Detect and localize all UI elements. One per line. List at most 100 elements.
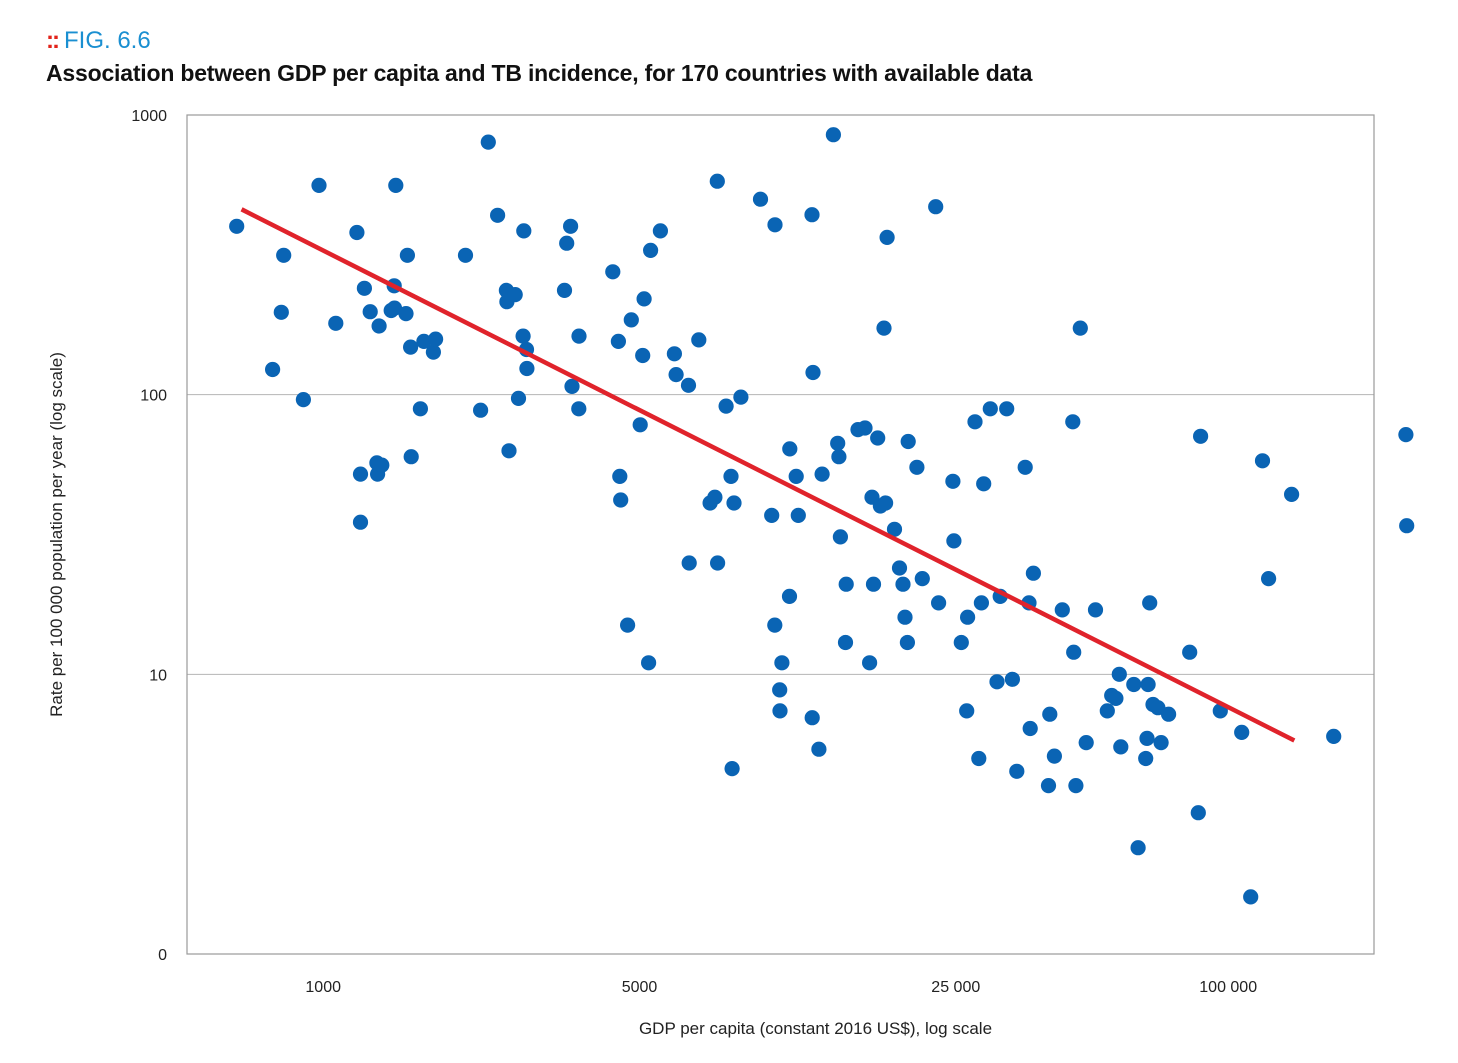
data-point xyxy=(1326,728,1342,745)
data-point xyxy=(805,364,821,381)
data-point xyxy=(328,315,344,331)
data-point xyxy=(362,304,378,320)
y-tick-label: 0 xyxy=(158,947,167,964)
data-point xyxy=(1022,720,1038,737)
data-point xyxy=(519,360,535,377)
data-point xyxy=(891,560,908,576)
data-points xyxy=(229,127,1415,905)
data-point xyxy=(1042,706,1058,722)
y-tick-label: 1000 xyxy=(131,108,167,125)
data-point xyxy=(516,223,532,239)
data-point xyxy=(1234,724,1250,741)
figure-label: :: FIG. 6.6 xyxy=(46,27,151,55)
data-point xyxy=(959,703,975,719)
data-point xyxy=(879,229,895,245)
chart-title: Association between GDP per capita and T… xyxy=(46,60,1033,86)
data-point xyxy=(403,449,419,465)
data-point xyxy=(1138,750,1154,767)
data-point xyxy=(1190,805,1206,821)
data-point xyxy=(610,333,627,349)
data-point xyxy=(276,247,292,263)
data-point xyxy=(356,280,372,296)
data-point xyxy=(1113,739,1129,755)
data-point xyxy=(1004,671,1021,687)
data-point xyxy=(1140,676,1156,693)
y-axis-label: Rate per 100 000 population per year (lo… xyxy=(47,352,66,717)
data-point xyxy=(1078,735,1094,751)
data-point xyxy=(1054,602,1070,618)
data-point xyxy=(680,377,697,393)
data-point xyxy=(733,389,749,405)
data-point xyxy=(352,514,369,530)
gridlines xyxy=(187,394,1374,675)
data-point xyxy=(971,750,987,767)
data-point xyxy=(960,609,976,625)
data-point xyxy=(967,414,983,430)
data-point xyxy=(857,420,873,436)
data-point xyxy=(1087,602,1104,618)
data-point xyxy=(666,346,683,362)
data-point xyxy=(767,617,783,633)
data-point xyxy=(1139,730,1155,747)
data-point xyxy=(900,433,916,450)
data-point xyxy=(830,435,846,451)
data-point xyxy=(1126,676,1142,693)
data-point xyxy=(636,291,652,307)
data-point xyxy=(1161,706,1177,722)
data-point xyxy=(501,443,517,459)
y-tick-label: 100 xyxy=(140,388,167,405)
data-point xyxy=(946,533,962,549)
data-point xyxy=(416,333,432,349)
data-point xyxy=(1284,486,1300,502)
data-point xyxy=(507,287,523,303)
data-point xyxy=(428,331,444,347)
data-point xyxy=(388,177,404,193)
data-point xyxy=(976,476,992,492)
data-point xyxy=(895,576,911,592)
data-point xyxy=(613,492,629,508)
data-point xyxy=(710,555,726,571)
data-point xyxy=(782,441,798,457)
data-point xyxy=(790,507,806,523)
data-point xyxy=(772,703,788,719)
data-point xyxy=(623,312,639,328)
data-point xyxy=(1017,459,1033,475)
data-point xyxy=(556,282,573,298)
data-point xyxy=(1182,644,1198,660)
x-tick-label: 1000 xyxy=(305,979,341,996)
data-point xyxy=(571,328,587,344)
data-point xyxy=(612,468,628,484)
data-point xyxy=(398,306,414,322)
data-point xyxy=(605,264,621,280)
data-point xyxy=(870,430,886,446)
data-point xyxy=(349,224,365,241)
data-point xyxy=(914,571,930,587)
data-point xyxy=(571,401,587,417)
data-point xyxy=(473,402,489,418)
data-point xyxy=(909,459,925,475)
data-point xyxy=(311,177,327,193)
data-point xyxy=(668,367,684,383)
data-point xyxy=(652,223,669,239)
data-point xyxy=(273,304,289,320)
data-point xyxy=(723,468,739,484)
data-point xyxy=(931,595,947,611)
figure-marker-icon: :: xyxy=(46,27,60,54)
data-point xyxy=(1153,735,1169,751)
x-tick-label: 100 000 xyxy=(1199,979,1257,996)
data-point xyxy=(386,300,403,316)
data-point xyxy=(899,634,916,651)
data-point xyxy=(726,495,742,511)
data-point xyxy=(1066,644,1082,660)
data-point xyxy=(1130,840,1146,856)
x-tick-label: 25 000 xyxy=(931,979,980,996)
data-point xyxy=(1398,427,1414,443)
data-point xyxy=(564,378,580,394)
data-point xyxy=(632,417,648,433)
x-tick-label: 5000 xyxy=(622,979,658,996)
data-point xyxy=(804,207,820,223)
data-point xyxy=(635,347,651,364)
data-point xyxy=(707,489,723,505)
data-point xyxy=(229,218,245,234)
